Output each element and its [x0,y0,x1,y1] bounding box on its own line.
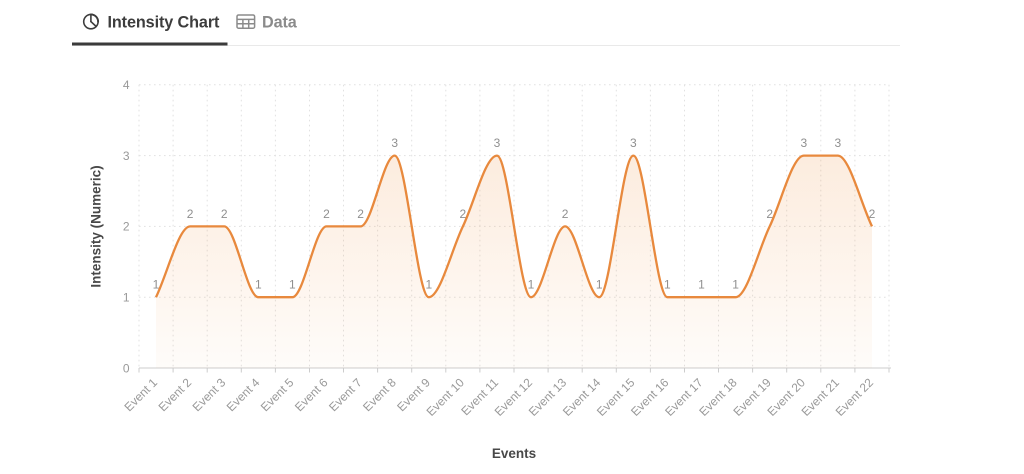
svg-text:4: 4 [123,78,130,92]
svg-text:3: 3 [630,136,637,150]
svg-text:Event 8: Event 8 [360,375,399,414]
svg-text:2: 2 [460,207,467,221]
svg-text:2: 2 [869,207,876,221]
svg-text:1: 1 [528,278,535,292]
svg-text:Event 1: Event 1 [121,375,160,414]
svg-text:Event 3: Event 3 [190,375,229,414]
svg-text:1: 1 [425,278,432,292]
svg-text:Intensity Chart: Intensity Chart [108,14,221,32]
svg-text:Events: Events [492,446,536,461]
svg-text:Intensity (Numeric): Intensity (Numeric) [89,165,104,287]
svg-text:Event 10: Event 10 [424,375,468,419]
svg-text:Event 5: Event 5 [258,375,297,414]
svg-text:Event 7: Event 7 [326,375,365,414]
svg-text:2: 2 [221,207,228,221]
svg-text:2: 2 [766,207,773,221]
svg-text:Event 6: Event 6 [292,375,331,414]
svg-text:2: 2 [323,207,330,221]
svg-text:3: 3 [123,149,130,163]
svg-text:2: 2 [562,207,569,221]
svg-text:1: 1 [255,278,262,292]
svg-text:3: 3 [835,136,842,150]
svg-text:2: 2 [123,220,130,234]
svg-text:3: 3 [494,136,501,150]
svg-text:1: 1 [289,278,296,292]
svg-text:1: 1 [732,278,739,292]
svg-text:3: 3 [800,136,807,150]
svg-text:1: 1 [123,291,130,305]
svg-text:Event 4: Event 4 [224,375,263,414]
svg-text:3: 3 [391,136,398,150]
svg-text:1: 1 [596,278,603,292]
svg-text:2: 2 [187,207,194,221]
svg-text:Data: Data [262,14,298,32]
svg-text:2: 2 [357,207,364,221]
svg-text:Event 22: Event 22 [833,375,877,419]
svg-text:1: 1 [153,278,160,292]
svg-text:1: 1 [664,278,671,292]
svg-text:1: 1 [698,278,705,292]
svg-text:Event 2: Event 2 [156,375,195,414]
svg-text:0: 0 [123,361,130,375]
